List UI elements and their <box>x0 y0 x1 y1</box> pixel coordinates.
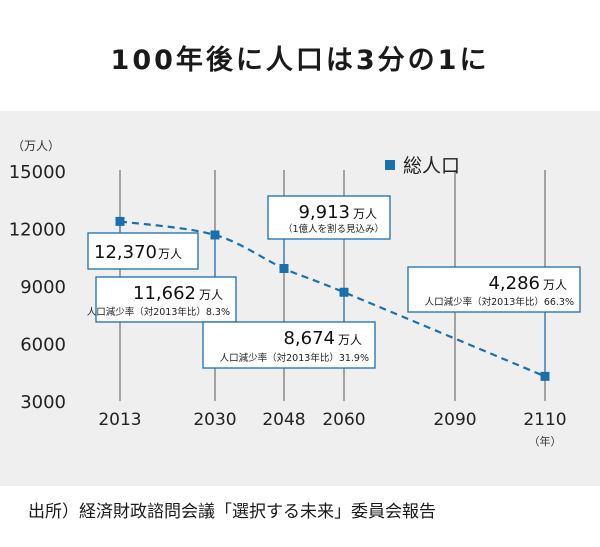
x-tick-label: 2090 <box>433 410 476 430</box>
callout-unit: 万人 <box>199 288 223 302</box>
callout-value: 8,674 <box>283 328 335 349</box>
data-point-marker <box>115 216 125 226</box>
callout-note: 人口減少率（対2013年比）8.3% <box>87 306 230 318</box>
callout-box <box>407 266 581 313</box>
y-tick-label: 9000 <box>20 277 66 298</box>
y-tick-label: 3000 <box>20 392 66 413</box>
chart-title: 100年後に人口は3分の1に <box>110 45 490 76</box>
callout-box <box>267 195 391 240</box>
data-point-marker <box>540 371 550 381</box>
callout-note: 人口減少率（対2013年比）31.9% <box>220 352 369 364</box>
series-line <box>119 220 546 378</box>
population-line-chart: （万人） 15000 12000 9000 6000 3000 2013 2030 2048 20… <box>9 139 581 448</box>
callout-box <box>202 321 376 369</box>
callout-value: 12,370 <box>94 242 157 263</box>
y-tick-label: 12000 <box>9 220 66 241</box>
legend-label: 総人口 <box>403 155 460 177</box>
data-point-marker <box>339 287 349 297</box>
callout-value: 11,662 <box>133 283 196 304</box>
x-tick-label: 2013 <box>98 410 141 430</box>
callout-unit: 万人 <box>543 278 567 292</box>
data-point-marker <box>210 230 220 240</box>
x-tick-label: 2060 <box>322 410 365 430</box>
y-tick-label: 15000 <box>9 162 66 183</box>
x-tick-label: 2048 <box>262 410 305 430</box>
callout-unit: 万人 <box>353 207 377 221</box>
callout-box <box>95 276 237 323</box>
callout-value: 9,913 <box>298 202 350 223</box>
x-tick-label: 2030 <box>193 410 236 430</box>
source-note: 出所）経済財政諮問会議「選択する未来」委員会報告 <box>28 502 436 522</box>
callout-value: 4,286 <box>488 273 540 294</box>
callout-box <box>87 232 199 270</box>
x-axis-unit-label: （年） <box>529 434 562 448</box>
callout-unit: 万人 <box>158 247 182 261</box>
y-axis-unit-label: （万人） <box>12 139 60 153</box>
callout-unit: 万人 <box>338 333 362 347</box>
callout-note: （1億人を割る見込み） <box>283 223 384 235</box>
callout-note: 人口減少率（対2013年比）66.3% <box>425 296 574 308</box>
x-tick-label: 2110 <box>523 410 566 430</box>
chart-panel: （万人） 15000 12000 9000 6000 3000 2013 2030 2048 20… <box>0 111 600 486</box>
y-tick-label: 6000 <box>20 335 66 356</box>
legend-marker <box>385 160 395 170</box>
data-point-marker <box>279 264 289 274</box>
